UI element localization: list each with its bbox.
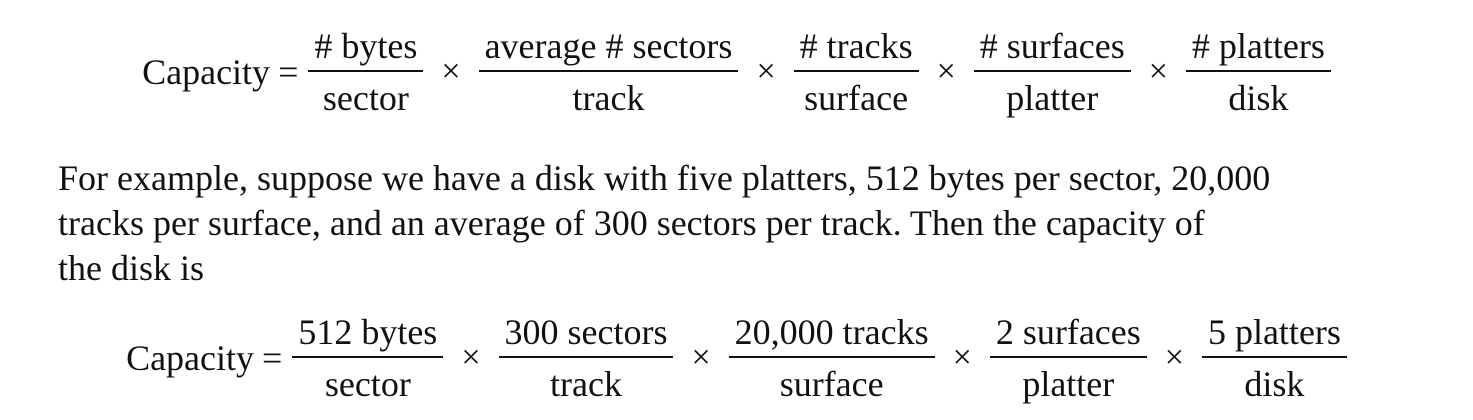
- fraction-platters-per-disk: # platters disk: [1185, 28, 1331, 118]
- times-sign: ×: [936, 53, 956, 90]
- fraction-denominator: disk: [1228, 78, 1289, 118]
- fraction-numerator: # platters: [1185, 28, 1331, 72]
- fraction-denominator: sector: [322, 78, 409, 118]
- fraction-sectors-per-track: average # sectors track: [478, 28, 739, 118]
- fraction-numerator: # tracks: [793, 28, 919, 72]
- fraction-denominator: sector: [324, 364, 411, 404]
- times-sign: ×: [756, 53, 776, 90]
- fraction-denominator: surface: [804, 78, 909, 118]
- times-sign: ×: [441, 53, 461, 90]
- fraction-numerator: # bytes: [308, 28, 424, 72]
- paragraph-line: tracks per surface, and an average of 30…: [58, 203, 1205, 243]
- fraction-numerator: average # sectors: [478, 28, 739, 72]
- times-sign: ×: [952, 339, 972, 376]
- paragraph-line: the disk is: [58, 248, 205, 288]
- formula-lhs: Capacity: [142, 52, 271, 92]
- fraction-numerator: 300 sectors: [498, 314, 674, 358]
- fraction-surfaces-per-platter: 2 surfaces platter: [989, 314, 1147, 404]
- equals-sign: =: [278, 52, 299, 92]
- fraction-numerator: 5 platters: [1201, 314, 1347, 358]
- capacity-example-formula: Capacity = 512 bytes sector × 300 sector…: [0, 314, 1473, 402]
- example-paragraph: For example, suppose we have a disk with…: [58, 156, 1418, 291]
- fraction-tracks-per-surface: 20,000 tracks surface: [728, 314, 935, 404]
- times-sign: ×: [1148, 53, 1168, 90]
- fraction-numerator: 512 bytes: [292, 314, 444, 358]
- fraction-numerator: 20,000 tracks: [728, 314, 935, 358]
- equals-sign: =: [262, 338, 283, 378]
- times-sign: ×: [1164, 339, 1184, 376]
- fraction-platters-per-disk: 5 platters disk: [1201, 314, 1347, 404]
- fraction-denominator: track: [572, 78, 645, 118]
- fraction-denominator: track: [550, 364, 622, 404]
- times-sign: ×: [461, 339, 481, 376]
- capacity-formula: Capacity = # bytes sector × average # se…: [0, 28, 1473, 116]
- times-sign: ×: [691, 339, 711, 376]
- formula-lhs: Capacity: [126, 338, 255, 378]
- fraction-denominator: surface: [779, 364, 884, 404]
- fraction-denominator: platter: [1006, 78, 1099, 118]
- fraction-denominator: disk: [1244, 364, 1305, 404]
- paragraph-line: For example, suppose we have a disk with…: [58, 158, 1271, 198]
- fraction-bytes-per-sector: # bytes sector: [308, 28, 424, 118]
- fraction-numerator: # surfaces: [973, 28, 1131, 72]
- fraction-sectors-per-track: 300 sectors track: [498, 314, 674, 404]
- fraction-numerator: 2 surfaces: [989, 314, 1147, 358]
- fraction-bytes-per-sector: 512 bytes sector: [292, 314, 444, 404]
- fraction-tracks-per-surface: # tracks surface: [793, 28, 919, 118]
- fraction-surfaces-per-platter: # surfaces platter: [973, 28, 1131, 118]
- fraction-denominator: platter: [1022, 364, 1115, 404]
